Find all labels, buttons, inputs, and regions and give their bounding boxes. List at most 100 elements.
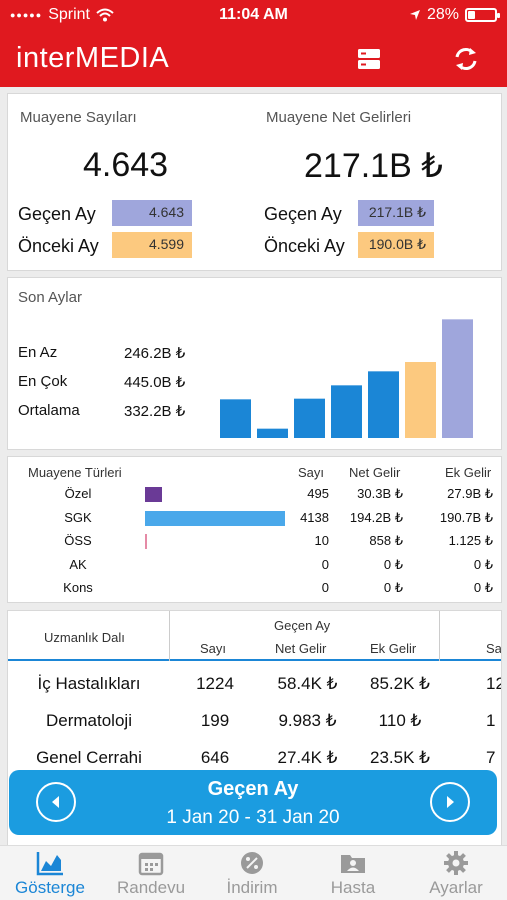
dept-net: 58.4K ₺ <box>277 674 338 693</box>
header-count-next: Sa <box>486 641 502 656</box>
app-title: interMEDIA <box>16 42 170 74</box>
dept-count-next: 12 <box>486 674 501 693</box>
header-extra: Ek Gelir <box>370 641 417 656</box>
type-net: 858 ₺ <box>369 533 403 548</box>
tab-patient[interactable]: Hasta <box>303 850 403 898</box>
type-share-bar <box>145 487 162 502</box>
type-extra: 190.7B ₺ <box>439 509 493 525</box>
recent-title: Son Aylar <box>18 289 82 306</box>
min-value: 246.2B ₺ <box>124 345 186 362</box>
header-divider <box>439 611 440 661</box>
previous-period-button[interactable] <box>36 782 76 822</box>
calendar-icon <box>138 852 164 876</box>
refresh-icon[interactable] <box>449 42 483 76</box>
header-count: Sayı <box>200 641 227 656</box>
chart-bar <box>331 385 362 438</box>
tab-label: Hasta <box>330 878 376 897</box>
income-last-value: 217.1B ₺ <box>358 200 434 226</box>
dept-extra: 85.2K ₺ <box>370 674 430 693</box>
type-count: 0 <box>321 556 329 572</box>
type-net: 0 ₺ <box>383 556 403 572</box>
dept-count: 199 <box>200 711 230 730</box>
status-bar: ●●●●● Sprint 11:04 AM 28% <box>0 0 507 30</box>
type-name: ÖSS <box>64 533 92 548</box>
battery-percent: 28% <box>426 6 459 23</box>
count-prev-label: Önceki Ay <box>18 236 99 256</box>
header-department: Uzmanlık Dalı <box>44 630 125 645</box>
recent-months-chart <box>220 319 473 438</box>
period-selector: Geçen Ay 1 Jan 20 - 31 Jan 20 <box>9 770 497 835</box>
max-label: En Çok <box>18 373 68 390</box>
income-last-label: Geçen Ay <box>264 204 342 224</box>
patient-folder-icon <box>341 855 365 873</box>
income-prev-value: 190.0B ₺ <box>358 232 434 258</box>
chart-bar <box>368 371 399 438</box>
type-net: 0 ₺ <box>383 580 403 595</box>
signal-dots-icon: ●●●●● <box>10 10 43 20</box>
tab-dashboard[interactable]: Gösterge <box>0 850 100 898</box>
type-share-bar <box>145 534 147 549</box>
type-share-bar <box>145 510 285 526</box>
chart-bar <box>405 362 436 438</box>
type-extra: 0 ₺ <box>473 556 493 572</box>
period-range: 1 Jan 20 - 31 Jan 20 <box>166 807 340 828</box>
count-label: Muayene Sayıları <box>20 109 137 126</box>
type-name: AK <box>69 556 87 572</box>
avg-value: 332.2B ₺ <box>124 403 186 420</box>
chart-bar <box>442 319 473 438</box>
period-label: Geçen Ay <box>207 778 299 800</box>
app-bar: interMEDIA <box>0 30 507 87</box>
income-label: Muayene Net Gelirleri <box>266 109 412 126</box>
dept-net: 9.983 ₺ <box>278 711 337 730</box>
type-name: SGK <box>64 509 92 525</box>
battery-group: 28% <box>409 6 500 24</box>
tab-appointments[interactable]: Randevu <box>101 850 201 898</box>
dept-extra: 110 ₺ <box>378 711 422 730</box>
summary-card: Muayene Sayıları 4.643 Geçen Ay 4.643 Ön… <box>7 93 502 271</box>
carrier-group: ●●●●● Sprint <box>10 6 114 24</box>
location-arrow-icon <box>409 10 420 20</box>
count-prev-value: 4.599 <box>112 232 192 258</box>
tab-discount[interactable]: İndirim <box>202 850 302 898</box>
count-last-value: 4.643 <box>112 200 192 226</box>
type-count: 4138 <box>300 509 329 525</box>
table-header: Uzmanlık Dalı Geçen Ay Sayı Net Gelir Ek… <box>8 611 502 661</box>
tab-label: Gösterge <box>15 878 85 897</box>
gear-icon <box>444 851 468 875</box>
chevron-left-icon <box>52 796 59 808</box>
battery-icon <box>465 8 500 22</box>
type-extra: 27.9B ₺ <box>447 486 493 501</box>
chart-bar <box>257 428 288 438</box>
types-header-name: Muayene Türleri <box>28 465 122 480</box>
chart-bar <box>220 399 251 438</box>
dept-count-next: 7 <box>486 748 496 767</box>
dept-name: Genel Cerrahi <box>36 748 142 767</box>
tab-label: Ayarlar <box>429 878 483 897</box>
tab-label: Randevu <box>116 878 186 897</box>
dept-name: İç Hastalıkları <box>37 674 141 693</box>
count-value: 4.643 <box>83 146 169 184</box>
tab-settings[interactable]: Ayarlar <box>406 850 506 898</box>
recent-months-card: Son Aylar En Az 246.2B ₺ En Çok 445.0B ₺… <box>7 277 502 450</box>
server-icon[interactable] <box>352 42 386 76</box>
wifi-icon <box>96 8 114 22</box>
type-name: Özel <box>64 486 92 501</box>
dept-count: 1224 <box>196 674 234 693</box>
avg-label: Ortalama <box>18 402 80 419</box>
count-last-label: Geçen Ay <box>18 204 96 224</box>
income-prev-label: Önceki Ay <box>264 236 345 256</box>
dept-net: 27.4K ₺ <box>277 748 338 767</box>
clock: 11:04 AM <box>219 6 288 23</box>
type-extra: 1.125 ₺ <box>448 533 493 548</box>
dept-count-next: 1 <box>486 711 496 730</box>
types-header-extra: Ek Gelir <box>445 465 492 480</box>
dept-extra: 23.5K ₺ <box>370 748 430 767</box>
types-header-count: Sayı <box>298 465 325 480</box>
dept-count: 646 <box>200 748 230 767</box>
next-period-button[interactable] <box>430 782 470 822</box>
header-divider <box>169 611 170 661</box>
types-header-net: Net Gelir <box>349 465 401 480</box>
tab-label: İndirim <box>226 878 278 897</box>
type-name: Kons <box>63 580 93 595</box>
max-value: 445.0B ₺ <box>124 374 186 391</box>
